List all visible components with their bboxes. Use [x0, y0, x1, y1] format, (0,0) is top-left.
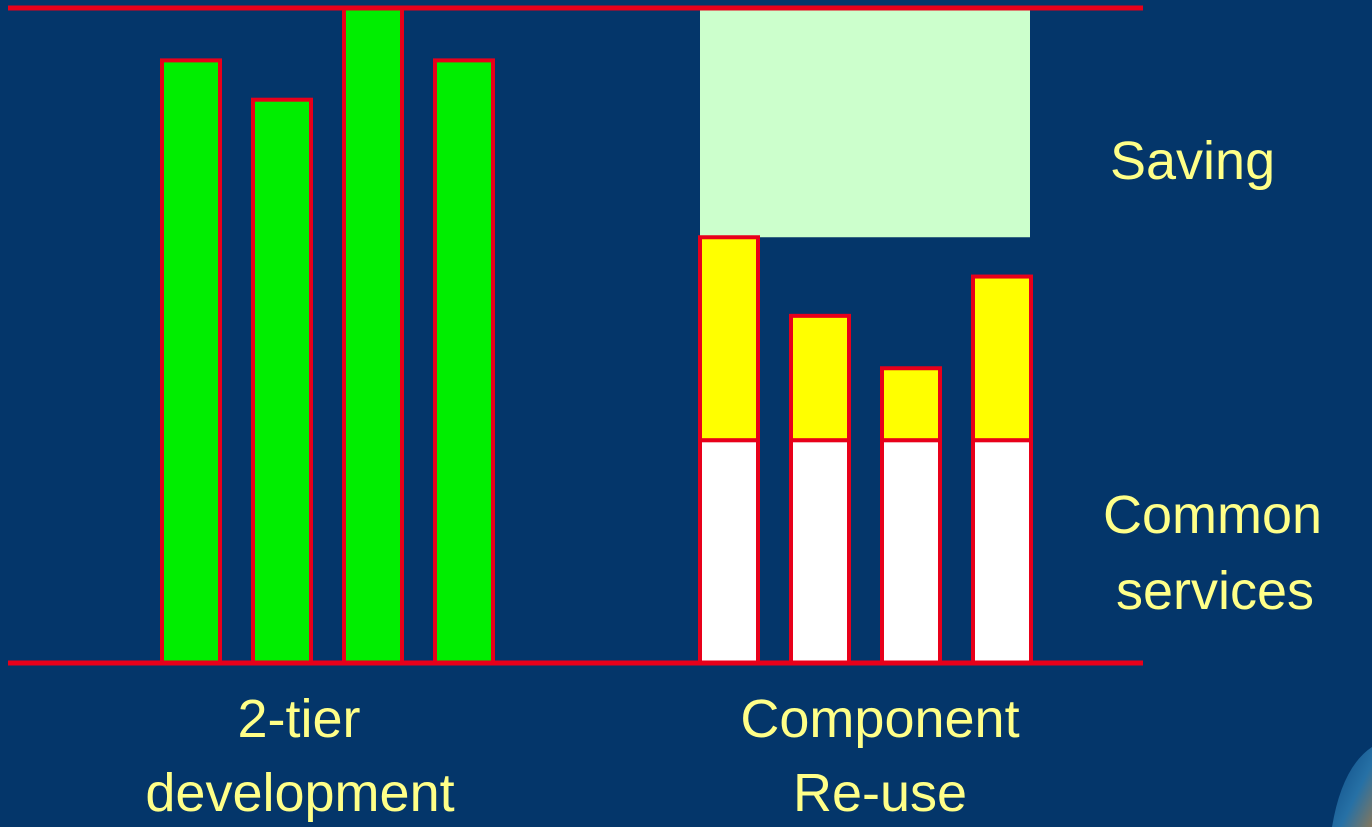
reuse-specific-segment-4	[971, 274, 1033, 443]
development-bar-3	[342, 6, 404, 665]
saving-label: Saving	[1110, 131, 1276, 191]
reuse-specific-segment-3	[880, 366, 942, 443]
reuse-specific-segment-1	[698, 235, 760, 443]
development-bar-1	[160, 58, 222, 665]
development-bar-2	[251, 97, 313, 665]
common-services-segment-2	[789, 438, 851, 665]
saving-region	[700, 8, 1030, 238]
common-services-label-line2: services	[1116, 561, 1315, 621]
common-services-segment-1	[698, 438, 760, 665]
common-services-segment-3	[880, 438, 942, 665]
group-label-2tier-line1: 2-tier	[237, 689, 361, 749]
group-label-component-line2: Re-use	[792, 763, 968, 823]
common-services-segment-4	[971, 438, 1033, 665]
development-bar-4	[433, 58, 495, 665]
group-label-2tier-line2: development	[145, 763, 455, 823]
group-label-component-line1: Component	[740, 689, 1020, 749]
background-globe-edge	[1332, 747, 1372, 827]
common-services-label-line1: Common	[1103, 485, 1323, 545]
reuse-specific-segment-2	[789, 313, 851, 443]
